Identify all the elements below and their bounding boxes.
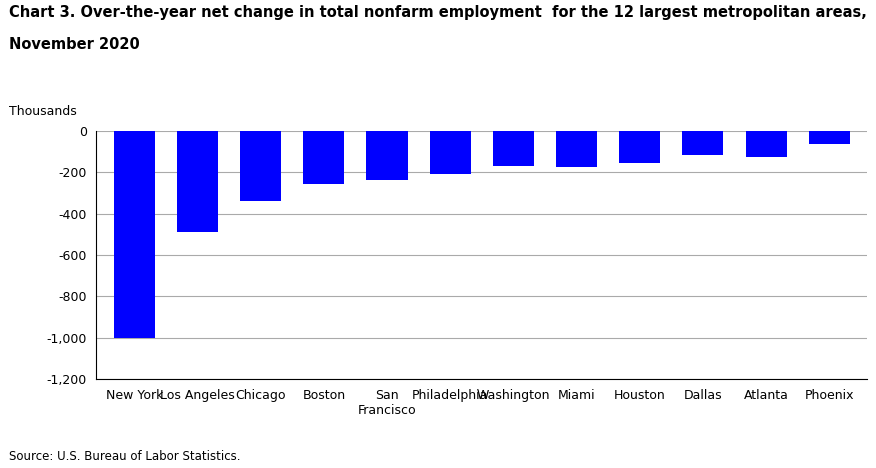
- Text: November 2020: November 2020: [9, 37, 139, 52]
- Bar: [366, 131, 407, 180]
- Text: Source: U.S. Bureau of Labor Statistics.: Source: U.S. Bureau of Labor Statistics.: [9, 450, 240, 463]
- Bar: [177, 131, 218, 232]
- Bar: [809, 131, 850, 145]
- Bar: [429, 131, 470, 175]
- Bar: [682, 131, 724, 155]
- Bar: [619, 131, 661, 163]
- Bar: [114, 131, 155, 338]
- Bar: [240, 131, 281, 201]
- Text: Thousands: Thousands: [9, 105, 76, 118]
- Bar: [745, 131, 787, 157]
- Bar: [303, 131, 344, 184]
- Text: Chart 3. Over-the-year net change in total nonfarm employment  for the 12 larges: Chart 3. Over-the-year net change in tot…: [9, 5, 866, 20]
- Bar: [493, 131, 534, 166]
- Bar: [556, 131, 597, 167]
